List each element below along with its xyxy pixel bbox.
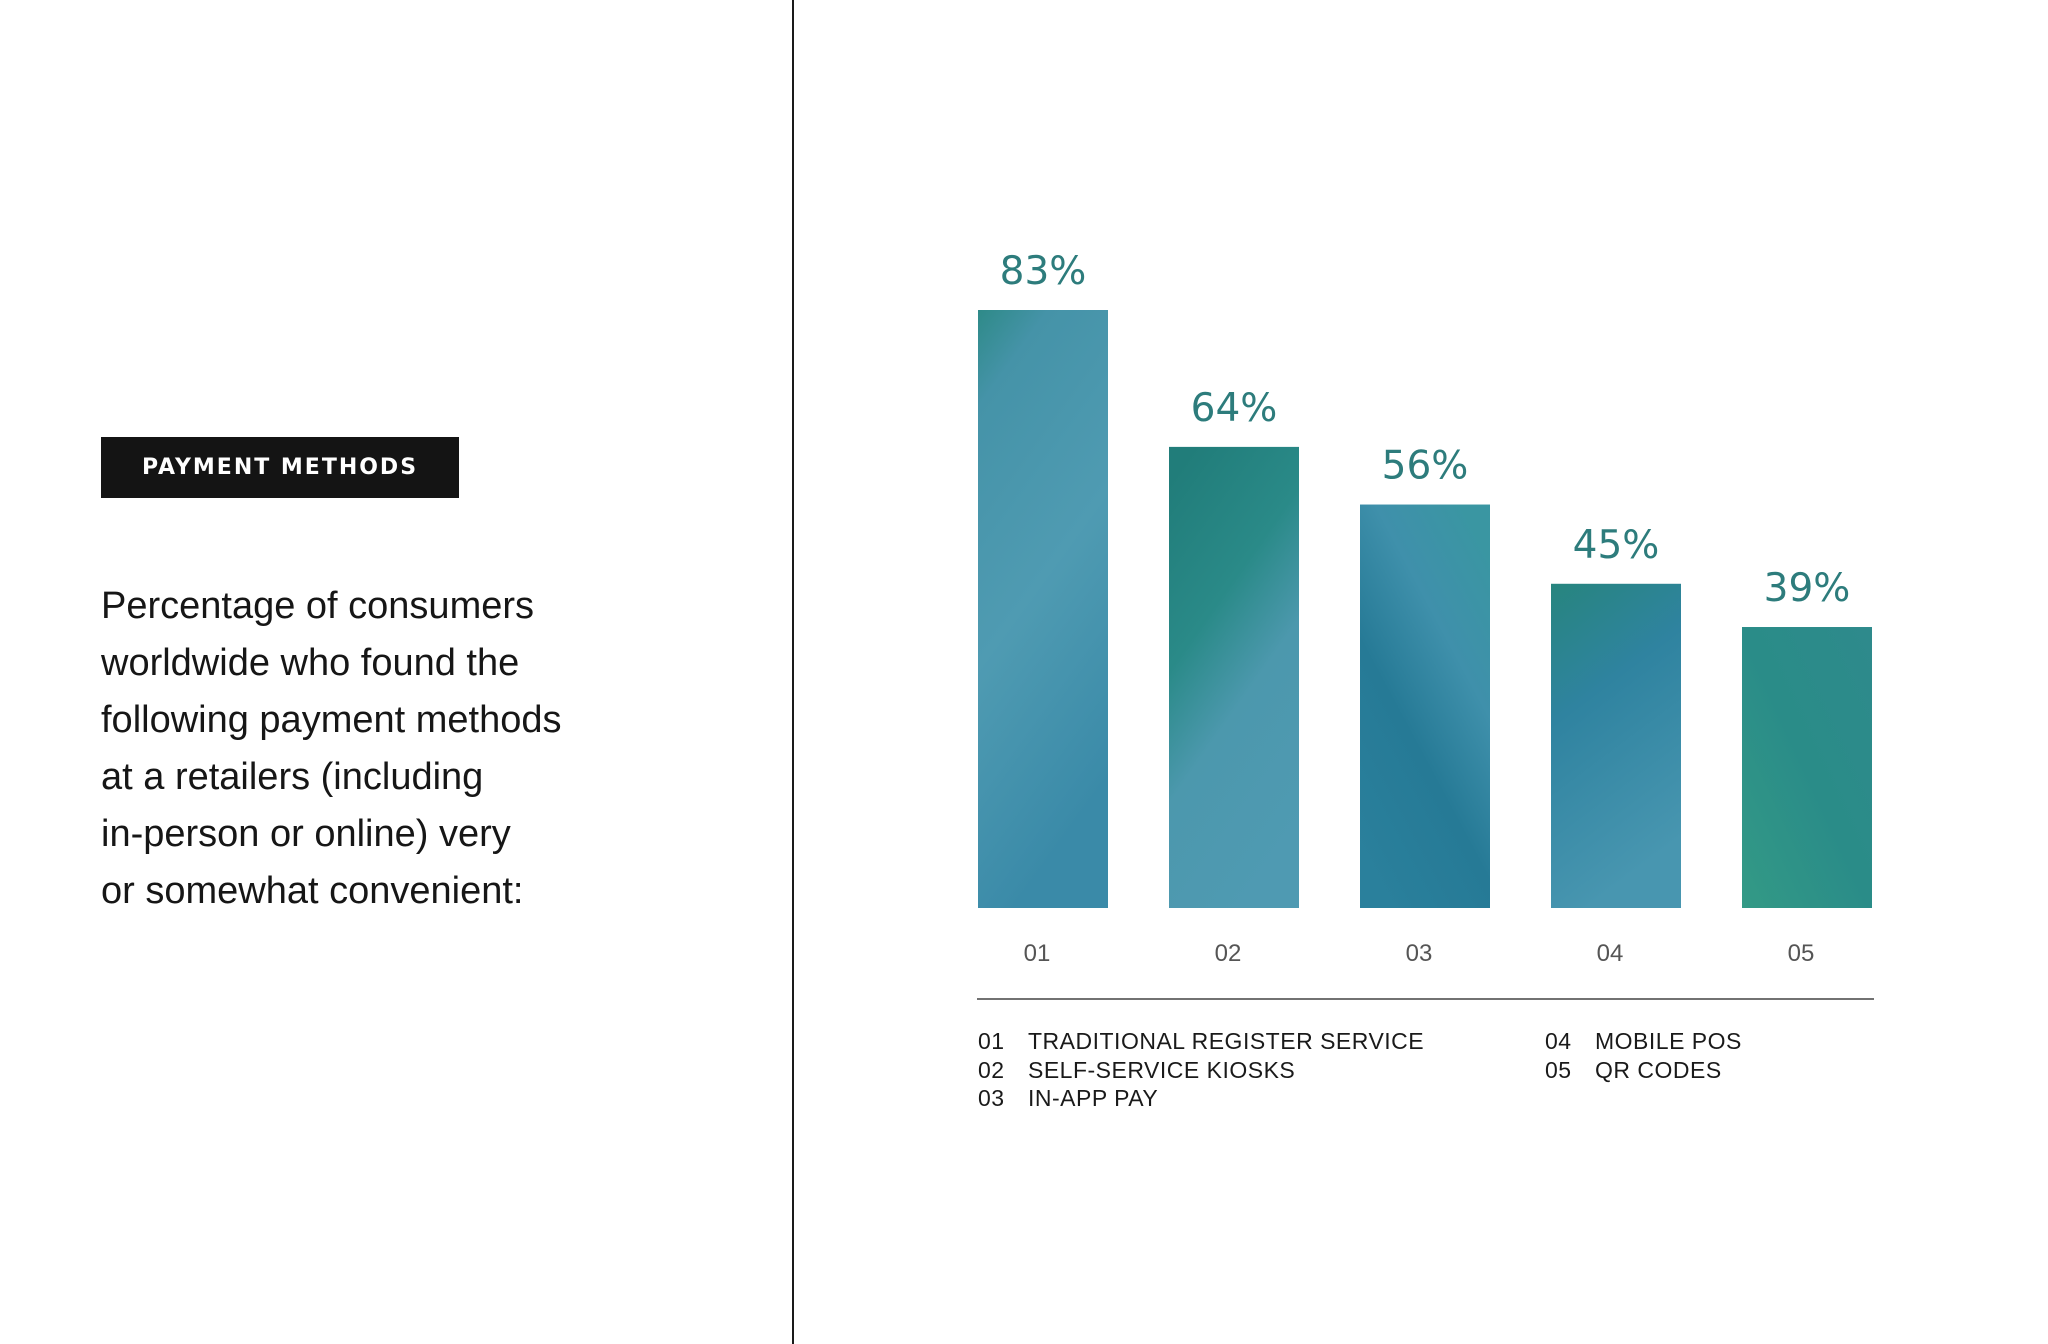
legend-item: 02 SELF-SERVICE KIOSKS — [978, 1056, 1424, 1085]
x-tick-label: 05 — [1788, 940, 1815, 967]
legend-item: 05 QR CODES — [1545, 1056, 1742, 1085]
value-label: 83% — [1000, 249, 1087, 294]
description-line: worldwide who found the — [101, 642, 520, 684]
legend-item: 03 IN-APP PAY — [978, 1084, 1424, 1113]
description-line: following payment methods — [101, 699, 562, 741]
value-label: 45% — [1573, 523, 1660, 568]
legend-number: 02 — [978, 1056, 1005, 1083]
legend-column-right: 04 MOBILE POS 05 QR CODES — [1545, 1027, 1742, 1084]
legend-label: TRADITIONAL REGISTER SERVICE — [1028, 1028, 1425, 1054]
bar-02 — [1169, 446, 1299, 908]
chart-description: Percentage of consumers worldwide who fo… — [101, 578, 661, 920]
value-label: 56% — [1382, 444, 1469, 489]
legend-item: 04 MOBILE POS — [1545, 1027, 1742, 1056]
x-tick-label: 01 — [1024, 940, 1051, 967]
legend-number: 01 — [978, 1028, 1005, 1054]
legend-item: 01 TRADITIONAL REGISTER SERVICE — [978, 1027, 1424, 1056]
x-tick-label: 02 — [1215, 940, 1242, 967]
vertical-divider — [792, 0, 794, 1344]
legend-number: 03 — [978, 1085, 1005, 1111]
bar-05 — [1742, 627, 1872, 908]
description-line: at a retailers (including — [101, 756, 484, 798]
value-label: 64% — [1191, 386, 1278, 431]
bar-04 — [1551, 583, 1681, 908]
description-line: in-person or online) very — [101, 813, 511, 855]
bar-01 — [978, 310, 1108, 908]
x-tick-label: 04 — [1597, 940, 1624, 967]
x-tick-label: 03 — [1406, 940, 1433, 967]
legend-label: MOBILE POS — [1595, 1028, 1742, 1054]
section-badge: PAYMENT METHODS — [101, 437, 459, 498]
legend-label: SELF-SERVICE KIOSKS — [1028, 1056, 1296, 1083]
value-label: 39% — [1764, 566, 1851, 611]
legend-number: 04 — [1545, 1028, 1572, 1054]
legend-label: IN-APP PAY — [1028, 1085, 1159, 1111]
legend-number: 05 — [1545, 1056, 1572, 1083]
description-line: Percentage of consumers — [101, 585, 535, 627]
bar-03 — [1360, 504, 1490, 908]
legend-label: QR CODES — [1595, 1056, 1722, 1083]
description-line: or somewhat convenient: — [101, 870, 524, 912]
bars-layer: 83% 01 64% 02 56% 03 45% 04 39% 05 — [978, 249, 1872, 967]
legend-column-left: 01 TRADITIONAL REGISTER SERVICE 02 SELF-… — [978, 1027, 1424, 1113]
